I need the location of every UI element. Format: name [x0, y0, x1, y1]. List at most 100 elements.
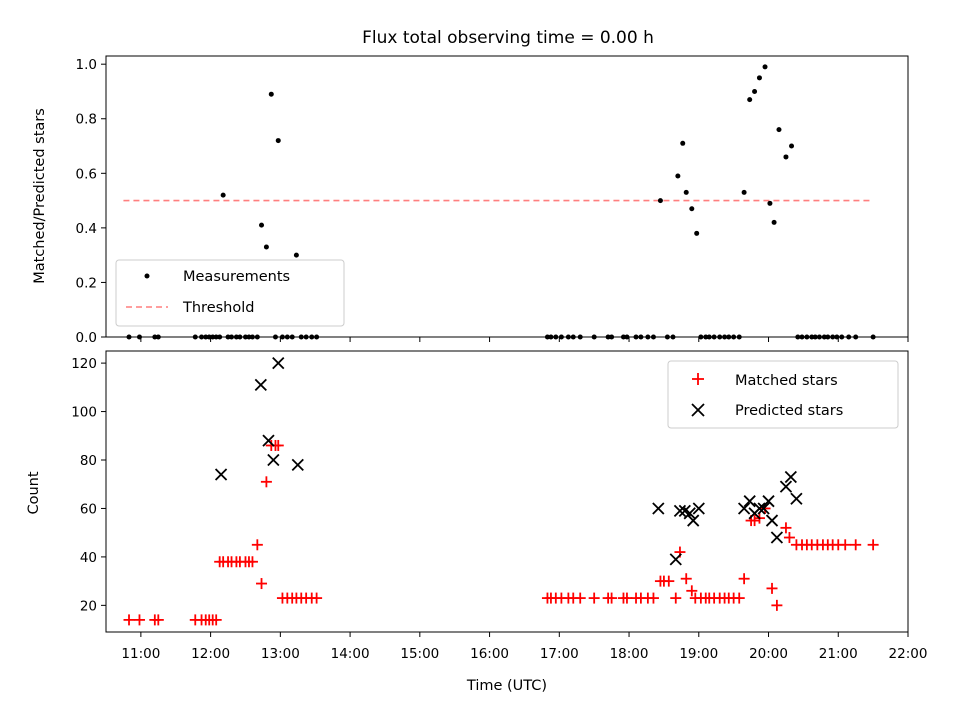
matched-star-point	[749, 515, 761, 527]
matched-star-point	[733, 592, 745, 604]
predicted-star-point	[262, 434, 275, 447]
x-tick-label: 12:00	[191, 646, 230, 662]
predicted-star-point	[770, 531, 784, 544]
measurement-point	[293, 252, 299, 258]
count-axis-marks: 20 40 60 80 100 120 11:00 12:00 13:00 14:00 15:00 1…	[71, 356, 927, 662]
matched-star-point	[783, 532, 795, 544]
predicted-star-point	[669, 553, 682, 566]
measurement-point	[263, 244, 269, 250]
x-axis-label: Time (UTC)	[466, 678, 547, 694]
measurement-point	[689, 206, 695, 212]
matched-star-point	[780, 522, 792, 534]
measurement-point	[741, 189, 747, 195]
matched-star-point	[850, 539, 862, 551]
legend-measurements-marker	[144, 273, 150, 279]
x-tick-label: 19:00	[679, 646, 718, 662]
predicted-star-point	[743, 495, 756, 508]
count-y-tick-label: 40	[80, 550, 97, 566]
matched-star-point	[771, 599, 783, 611]
ratio-y-tick-label: 1.0	[76, 57, 97, 73]
matched-star-point	[867, 539, 879, 551]
matched-stars-series	[123, 439, 879, 626]
matched-star-point	[311, 592, 323, 604]
matched-star-point	[133, 614, 145, 626]
predicted-star-point	[673, 504, 687, 518]
predicted-star-point	[272, 356, 285, 370]
measurement-point	[789, 143, 795, 149]
predicted-star-point	[214, 468, 228, 481]
matched-star-point	[574, 592, 586, 604]
measurement-point	[694, 230, 700, 236]
predicted-stars-series	[214, 356, 803, 566]
count-panel: 20 40 60 80 100 120 11:00 12:00 13:00 14:00 15:00 1…	[26, 350, 927, 694]
legend-matched-label: Matched stars	[735, 373, 838, 389]
matched-star-point	[766, 582, 778, 594]
measurement-point	[776, 127, 782, 133]
ratio-y-tick-label: 0.8	[76, 112, 97, 128]
predicted-star-point	[757, 502, 770, 515]
measurement-point	[680, 140, 686, 146]
measurement-point	[752, 88, 758, 94]
predicted-star-point	[687, 514, 700, 527]
figure-title: Flux total observing time = 0.00 h	[362, 28, 654, 48]
predicted-star-point	[737, 502, 751, 515]
measurement-point	[756, 75, 762, 81]
x-tick-label: 16:00	[470, 646, 509, 662]
ratio-legend: Measurements Threshold	[115, 259, 345, 327]
measurement-point	[220, 192, 226, 198]
matched-star-point	[588, 592, 600, 604]
count-y-tick-label: 100	[71, 405, 97, 421]
count-legend: Matched stars Predicted stars	[667, 360, 899, 429]
predicted-star-point	[683, 507, 696, 520]
measurement-point	[783, 154, 789, 160]
legend-threshold-label: Threshold	[182, 300, 254, 316]
predicted-star-point	[267, 453, 280, 467]
ratio-panel: 0.0 0.2 0.4 0.6 0.8 1.0 Matched/Predicted sta…	[32, 55, 909, 346]
ratio-y-tick-label: 0.2	[76, 275, 97, 291]
predicted-star-point	[254, 378, 267, 392]
measurement-point	[259, 222, 265, 228]
x-tick-label: 22:00	[889, 646, 928, 662]
matched-star-point	[663, 575, 675, 587]
predicted-star-point	[692, 502, 705, 515]
matched-star-point	[670, 592, 682, 604]
legend-measurements-label: Measurements	[183, 269, 290, 285]
ratio-y-tick-label: 0.0	[76, 330, 97, 346]
matched-star-point	[680, 573, 692, 585]
legend-predicted-label: Predicted stars	[735, 403, 843, 419]
ratio-y-axis-label: Matched/Predicted stars	[32, 108, 48, 284]
matched-star-point	[686, 585, 698, 597]
predicted-star-point	[762, 495, 775, 508]
matched-star-point	[260, 476, 272, 488]
measurement-point	[771, 219, 777, 225]
ratio-y-tick-label: 0.4	[76, 221, 97, 237]
x-tick-label: 21:00	[819, 646, 858, 662]
matched-star-point	[123, 614, 135, 626]
x-tick-label: 20:00	[749, 646, 788, 662]
measurement-point	[683, 189, 689, 195]
x-tick-label: 14:00	[331, 646, 370, 662]
measurement-point	[657, 198, 663, 204]
predicted-star-point	[753, 502, 766, 515]
legend-matched-marker	[692, 373, 704, 385]
matched-star-point	[839, 539, 851, 551]
matched-star-point	[210, 614, 222, 626]
predicted-star-point	[765, 514, 779, 527]
predicted-star-point	[779, 480, 793, 493]
x-tick-label: 15:00	[400, 646, 439, 662]
matched-star-point	[246, 556, 258, 568]
matched-star-point	[647, 592, 659, 604]
count-y-axis-label: Count	[26, 471, 42, 514]
ratio-axis-marks: 0.0 0.2 0.4 0.6 0.8 1.0	[76, 57, 909, 346]
measurement-point	[275, 138, 281, 144]
predicted-star-point	[790, 492, 803, 505]
matched-star-point	[606, 592, 618, 604]
x-tick-label: 13:00	[261, 646, 300, 662]
measurement-point	[767, 200, 773, 206]
count-y-tick-label: 80	[80, 453, 97, 469]
matched-star-point	[256, 578, 268, 590]
count-y-tick-label: 20	[80, 598, 97, 614]
measurement-point	[675, 173, 681, 179]
ratio-plot-frame	[105, 55, 909, 338]
